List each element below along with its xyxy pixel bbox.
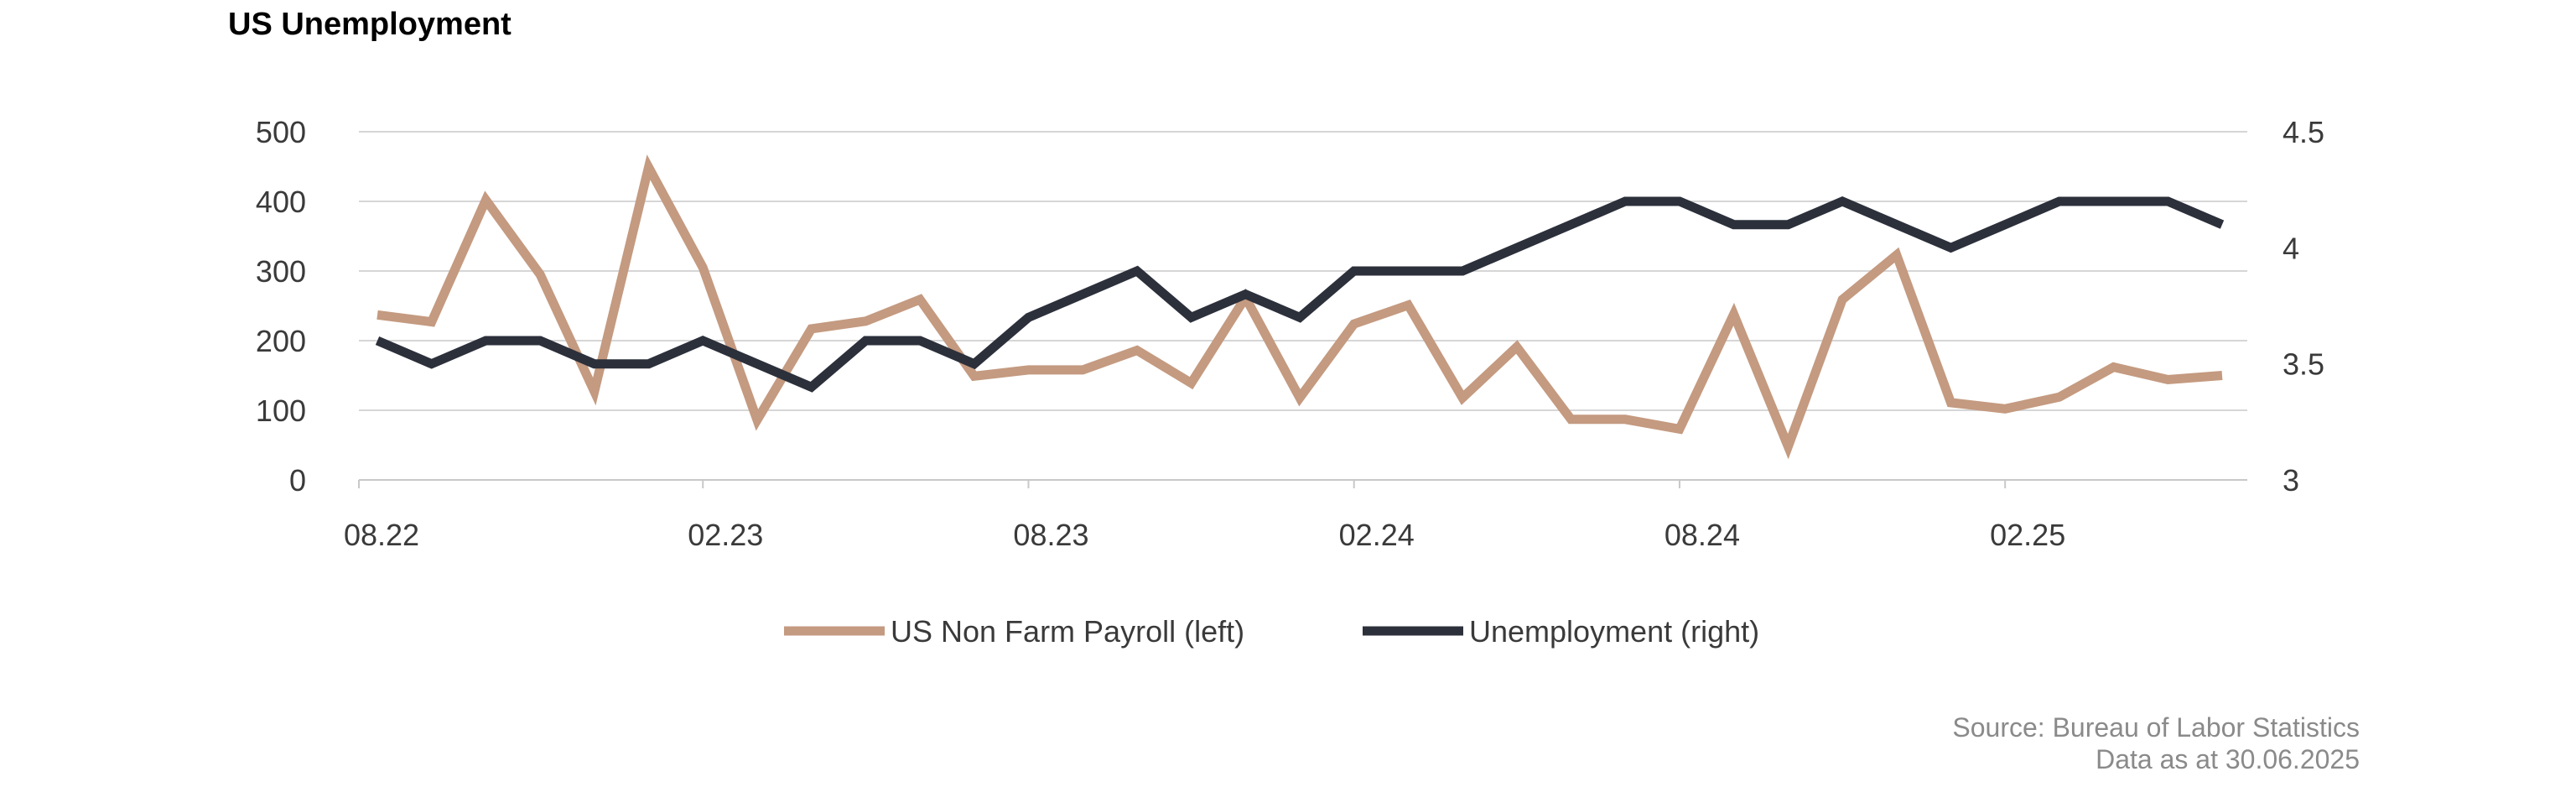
x-tick-label: 08.23 — [1013, 518, 1088, 552]
left-tick-label: 400 — [256, 185, 306, 219]
source-note: Source: Bureau of Labor Statistics Data … — [1952, 711, 2360, 775]
unemployment-series-line — [375, 196, 2225, 393]
x-tick-label: 02.23 — [688, 518, 763, 552]
right-tick-label: 4.5 — [2283, 115, 2324, 149]
legend: US Non Farm Payroll (left) Unemployment (… — [784, 614, 1759, 649]
payroll-series-line — [377, 154, 2223, 460]
x-axis: 08.22 02.23 08.23 02.24 08.24 02.25 — [344, 479, 2247, 552]
right-tick-label: 3 — [2283, 463, 2299, 498]
left-tick-label: 300 — [256, 254, 306, 289]
x-tick-label: 02.24 — [1339, 518, 1415, 552]
legend-label: Unemployment (right) — [1469, 614, 1759, 649]
legend-label: US Non Farm Payroll (left) — [891, 614, 1244, 649]
left-tick-label: 100 — [256, 394, 306, 428]
data-date-text: Data as at 30.06.2025 — [2096, 744, 2360, 774]
right-tick-label: 3.5 — [2283, 347, 2324, 382]
left-tick-label: 200 — [256, 324, 306, 358]
x-tick-label: 02.25 — [1990, 518, 2065, 552]
gridlines — [359, 131, 2247, 411]
left-tick-label: 0 — [289, 463, 306, 498]
right-tick-label: 4 — [2283, 231, 2299, 265]
source-text: Source: Bureau of Labor Statistics — [1952, 712, 2360, 743]
x-tick-label: 08.24 — [1665, 518, 1740, 552]
x-tick-label: 08.22 — [344, 518, 419, 552]
left-y-axis: 0 100 200 300 400 500 — [256, 115, 306, 498]
series-lines — [375, 154, 2225, 460]
chart-title: US Unemployment — [228, 7, 512, 42]
right-y-axis: 3 3.5 4 4.5 — [2283, 115, 2324, 498]
left-tick-label: 500 — [256, 115, 306, 149]
